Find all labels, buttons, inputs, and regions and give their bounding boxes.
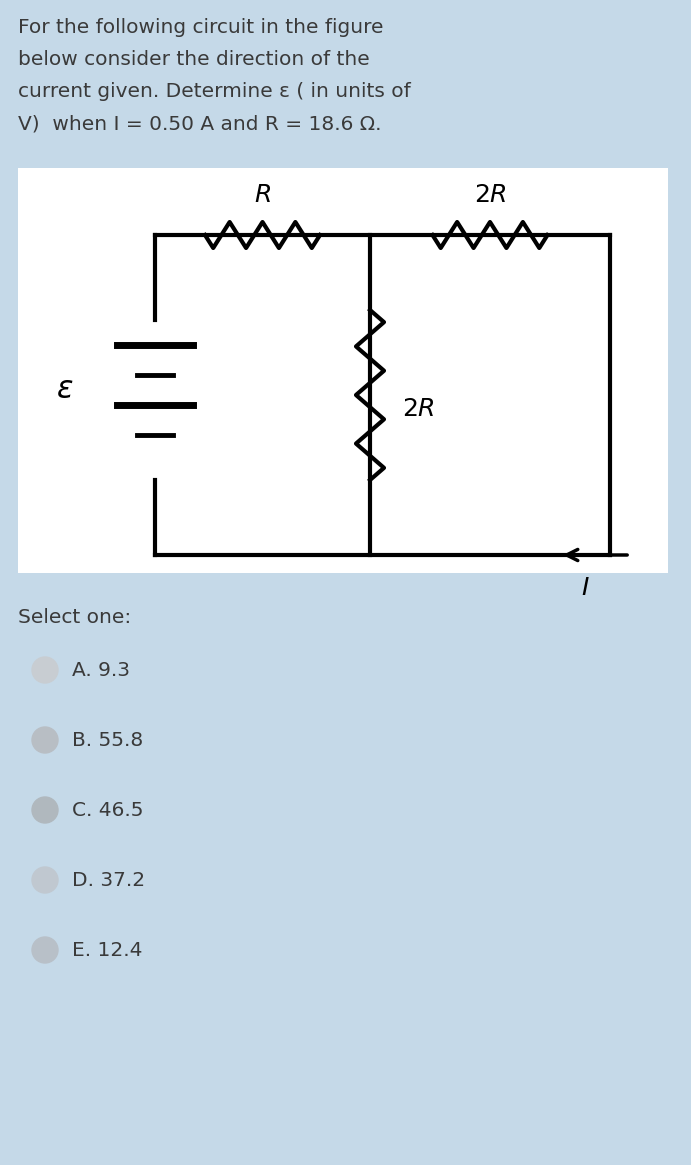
Text: D. 37.2: D. 37.2 bbox=[72, 870, 145, 890]
Bar bbox=[18, 168, 668, 573]
Circle shape bbox=[32, 727, 58, 753]
Circle shape bbox=[32, 797, 58, 822]
Circle shape bbox=[32, 657, 58, 683]
Text: $2R$: $2R$ bbox=[402, 398, 435, 422]
Circle shape bbox=[32, 867, 58, 894]
Text: For the following circuit in the figure: For the following circuit in the figure bbox=[18, 17, 384, 37]
Text: B. 55.8: B. 55.8 bbox=[72, 730, 143, 749]
Text: $2R$: $2R$ bbox=[473, 184, 507, 207]
Text: V)  when I = 0.50 A and R = 18.6 Ω.: V) when I = 0.50 A and R = 18.6 Ω. bbox=[18, 114, 381, 133]
Text: E. 12.4: E. 12.4 bbox=[72, 940, 142, 960]
Text: A. 9.3: A. 9.3 bbox=[72, 661, 130, 679]
Text: $R$: $R$ bbox=[254, 184, 271, 207]
Text: $\varepsilon$: $\varepsilon$ bbox=[56, 374, 74, 405]
Text: below consider the direction of the: below consider the direction of the bbox=[18, 50, 370, 69]
Circle shape bbox=[32, 937, 58, 963]
Text: $I$: $I$ bbox=[580, 577, 589, 600]
Text: current given. Determine ε ( in units of: current given. Determine ε ( in units of bbox=[18, 82, 410, 101]
Text: Select one:: Select one: bbox=[18, 608, 131, 627]
Text: C. 46.5: C. 46.5 bbox=[72, 800, 144, 819]
